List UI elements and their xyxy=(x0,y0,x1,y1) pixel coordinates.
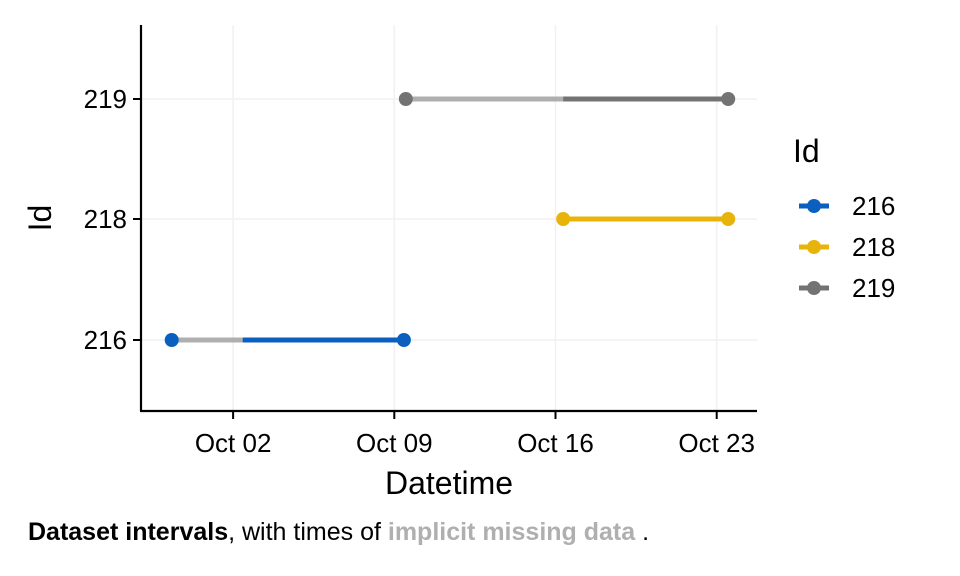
legend-label-216: 216 xyxy=(852,191,895,221)
y-tick-label: 219 xyxy=(84,84,127,114)
legend-label-219: 219 xyxy=(852,273,895,303)
y-axis-title: Id xyxy=(22,205,58,232)
caption-bold: Dataset intervals xyxy=(28,518,229,546)
y-ticks: 216 218 219 xyxy=(84,84,141,355)
y-tick-label: 216 xyxy=(84,325,127,355)
x-ticks: Oct 02 Oct 09 Oct 16 Oct 23 xyxy=(195,411,755,458)
interval-end-216 xyxy=(396,333,411,347)
legend-title: Id xyxy=(793,133,820,169)
interval-start-216 xyxy=(164,333,179,347)
legend-key-point-218 xyxy=(807,240,821,254)
x-axis-title: Datetime xyxy=(385,465,513,501)
interval-start-218 xyxy=(556,212,571,226)
x-tick-label: Oct 02 xyxy=(195,428,272,458)
caption: Dataset intervals, with times of implici… xyxy=(28,518,649,547)
x-tick-label: Oct 09 xyxy=(356,428,433,458)
interval-end-218 xyxy=(721,212,736,226)
series xyxy=(164,92,736,347)
x-tick-label: Oct 16 xyxy=(517,428,594,458)
caption-end: . xyxy=(635,518,650,546)
interval-start-219 xyxy=(398,92,413,106)
x-tick-label: Oct 23 xyxy=(678,428,755,458)
chart: 216 218 219 Oct 02 Oct 09 Oct 16 Oct 23 Datet… xyxy=(22,25,895,501)
caption-middle: , with times of xyxy=(228,518,388,546)
y-tick-label: 218 xyxy=(84,204,127,234)
interval-end-219 xyxy=(721,92,736,106)
legend-key-point-219 xyxy=(807,281,821,295)
caption-missing-highlight: implicit missing data xyxy=(387,518,636,546)
legend: Id 216 218 219 xyxy=(793,133,895,303)
legend-key-point-216 xyxy=(807,199,821,213)
legend-label-218: 218 xyxy=(852,232,895,262)
